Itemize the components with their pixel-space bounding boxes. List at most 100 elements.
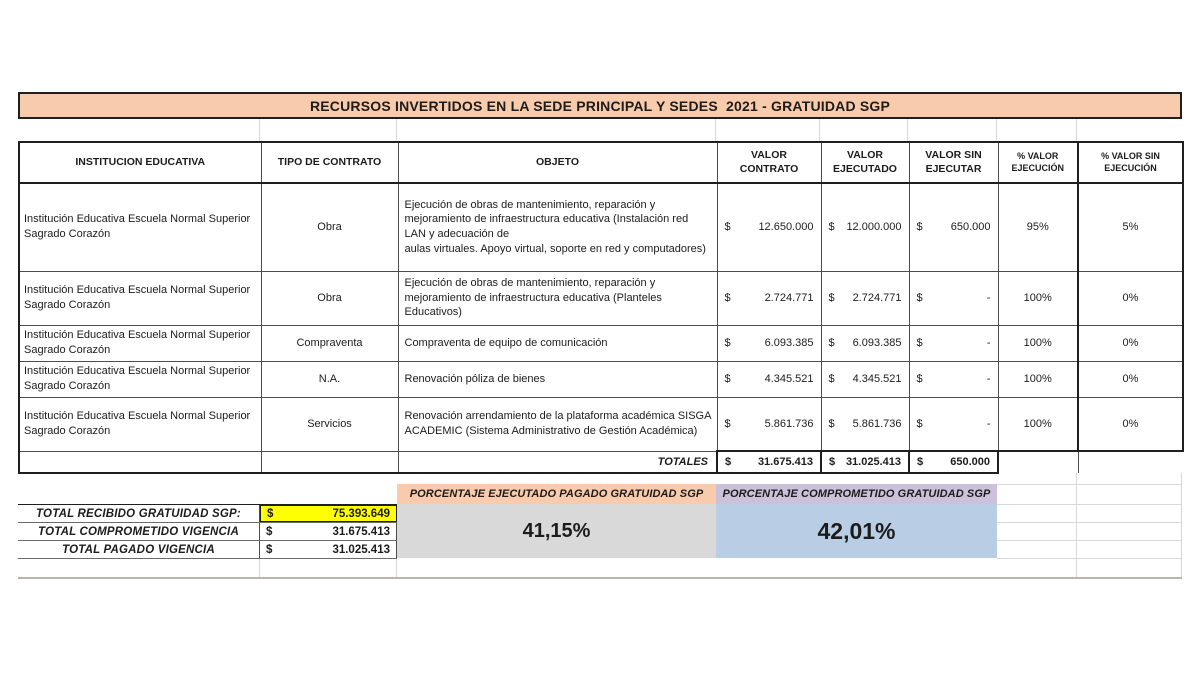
summary-row-comprometido: TOTAL COMPROMETIDO VIGENCIA $ 31.675.413 — [18, 523, 397, 541]
gridline — [997, 540, 1182, 541]
gridline — [259, 558, 260, 577]
cell-valor-sin-ejecutar: $ - — [908, 270, 999, 326]
gridline — [259, 119, 260, 141]
gridline — [819, 119, 820, 141]
currency-symbol: $ — [267, 507, 274, 520]
currency-symbol: $ — [828, 373, 835, 385]
total-valor-contrato: $31.675.413 — [716, 450, 822, 474]
cell-blank — [997, 450, 1078, 473]
cell-empty — [260, 450, 399, 474]
col-header-tipo-contrato: TIPO DE CONTRATO — [260, 141, 399, 184]
cell-valor-sin-ejecutar: $ - — [908, 324, 999, 362]
cell-pct-sin-ejecucion: 5% — [1077, 182, 1184, 272]
summary-row-pagado: TOTAL PAGADO VIGENCIA $ 31.025.413 — [18, 541, 397, 559]
cell-valor-sin-ejecutar: $ - — [908, 360, 999, 398]
pagado-label: TOTAL PAGADO VIGENCIA — [18, 541, 260, 558]
currency-symbol: $ — [916, 221, 923, 234]
summary-totals: TOTAL RECIBIDO GRATUIDAD SGP: $ 75.393.6… — [18, 504, 397, 559]
cell-objeto: Ejecución de obras de mantenimiento, rep… — [397, 270, 718, 326]
table-row: Institución Educativa Escuela Normal Sup… — [18, 270, 1184, 326]
gridline — [997, 484, 1182, 485]
col-header-pct-ejecucion: % VALOR EJECUCIÓN — [997, 141, 1079, 184]
cell-objeto: Compraventa de equipo de comunicación — [397, 324, 718, 362]
totals-row: TOTALES $31.675.413 $31.025.413 $650.000 — [18, 450, 1183, 474]
gridline — [907, 119, 908, 141]
pagado-value: $ 31.025.413 — [260, 541, 397, 558]
currency-symbol: $ — [916, 373, 923, 385]
currency-symbol: $ — [828, 221, 835, 234]
cell-pct-ejecucion: 100% — [997, 360, 1079, 398]
cell-valor-ejecutado: $6.093.385 — [820, 324, 910, 362]
currency-symbol: $ — [266, 525, 273, 538]
summary-row-recibido: TOTAL RECIBIDO GRATUIDAD SGP: $ 75.393.6… — [18, 505, 397, 523]
gridline — [1076, 119, 1077, 141]
cell-tipo-contrato: Obra — [260, 270, 399, 326]
comprometido-value: $ 31.675.413 — [260, 523, 397, 540]
cell-valor-sin-ejecutar: $ - — [908, 396, 999, 452]
report-title: RECURSOS INVERTIDOS EN LA SEDE PRINCIPAL… — [18, 92, 1182, 119]
currency-symbol: $ — [724, 221, 731, 234]
cell-objeto: Renovación póliza de bienes — [397, 360, 718, 398]
table-row: Institución Educativa Escuela Normal Sup… — [18, 396, 1184, 452]
col-header-valor-contrato: VALOR CONTRATO — [716, 141, 822, 184]
table-row: Institución Educativa Escuela Normal Sup… — [18, 360, 1184, 398]
recibido-value: $ 75.393.649 — [260, 505, 397, 522]
gridline — [396, 119, 397, 141]
cell-valor-ejecutado: $12.000.000 — [820, 182, 910, 272]
gridline — [715, 119, 716, 141]
currency-symbol: $ — [916, 337, 923, 349]
cell-institucion: Institución Educativa Escuela Normal Sup… — [18, 360, 262, 398]
cell-pct-ejecucion: 95% — [997, 182, 1079, 272]
cell-valor-sin-ejecutar: $650.000 — [908, 182, 999, 272]
cell-blank — [1077, 450, 1183, 473]
cell-valor-contrato: $12.650.000 — [716, 182, 822, 272]
cell-valor-contrato: $6.093.385 — [716, 324, 822, 362]
pct-comprometido-value: 42,01% — [716, 504, 997, 558]
cell-objeto: Renovación arrendamiento de la plataform… — [397, 396, 718, 452]
col-header-pct-sin-ejecucion: % VALOR SIN EJECUCIÓN — [1077, 141, 1184, 184]
gridline — [396, 558, 397, 577]
total-valor-ejecutado: $31.025.413 — [820, 450, 910, 474]
currency-symbol: $ — [724, 292, 731, 304]
cell-tipo-contrato: N.A. — [260, 360, 399, 398]
pct-ejecutado-header: PORCENTAJE EJECUTADO PAGADO GRATUIDAD SG… — [397, 484, 716, 504]
currency-symbol: $ — [724, 337, 731, 349]
table-row: Institución Educativa Escuela Normal Sup… — [18, 324, 1184, 362]
cell-pct-sin-ejecucion: 0% — [1077, 270, 1184, 326]
pct-comprometido-header: PORCENTAJE COMPROMETIDO GRATUIDAD SGP — [716, 484, 997, 504]
gridline — [997, 558, 1182, 559]
currency-symbol: $ — [828, 337, 835, 349]
currency-symbol: $ — [828, 292, 835, 304]
gridline — [996, 119, 997, 141]
cell-tipo-contrato: Compraventa — [260, 324, 399, 362]
cell-institucion: Institución Educativa Escuela Normal Sup… — [18, 270, 262, 326]
cell-institucion: Institución Educativa Escuela Normal Sup… — [18, 182, 262, 272]
cell-pct-sin-ejecucion: 0% — [1077, 324, 1184, 362]
cell-valor-contrato: $4.345.521 — [716, 360, 822, 398]
cell-pct-sin-ejecucion: 0% — [1077, 360, 1184, 398]
cell-valor-ejecutado: $5.861.736 — [820, 396, 910, 452]
col-header-institucion: INSTITUCION EDUCATIVA — [18, 141, 262, 184]
cell-pct-ejecucion: 100% — [997, 396, 1079, 452]
currency-symbol: $ — [724, 417, 731, 430]
cell-tipo-contrato: Servicios — [260, 396, 399, 452]
cell-valor-ejecutado: $4.345.521 — [820, 360, 910, 398]
comprometido-label: TOTAL COMPROMETIDO VIGENCIA — [18, 523, 260, 540]
currency-symbol: $ — [916, 292, 923, 304]
currency-symbol: $ — [917, 456, 924, 468]
recibido-label: TOTAL RECIBIDO GRATUIDAD SGP: — [18, 505, 260, 522]
currency-symbol: $ — [916, 417, 923, 430]
print-area-edge — [18, 577, 1182, 579]
total-valor-sin-ejecutar: $650.000 — [908, 450, 999, 474]
currency-symbol: $ — [828, 417, 835, 430]
cell-valor-contrato: $2.724.771 — [716, 270, 822, 326]
totals-label: TOTALES — [397, 450, 718, 474]
cell-pct-ejecucion: 100% — [997, 270, 1079, 326]
cell-valor-contrato: $5.861.736 — [716, 396, 822, 452]
cell-pct-ejecucion: 100% — [997, 324, 1079, 362]
gridline — [997, 504, 1182, 505]
table-row: Institución Educativa Escuela Normal Sup… — [18, 182, 1184, 272]
cell-empty — [18, 450, 262, 474]
currency-symbol: $ — [266, 543, 273, 556]
currency-symbol: $ — [725, 456, 732, 468]
